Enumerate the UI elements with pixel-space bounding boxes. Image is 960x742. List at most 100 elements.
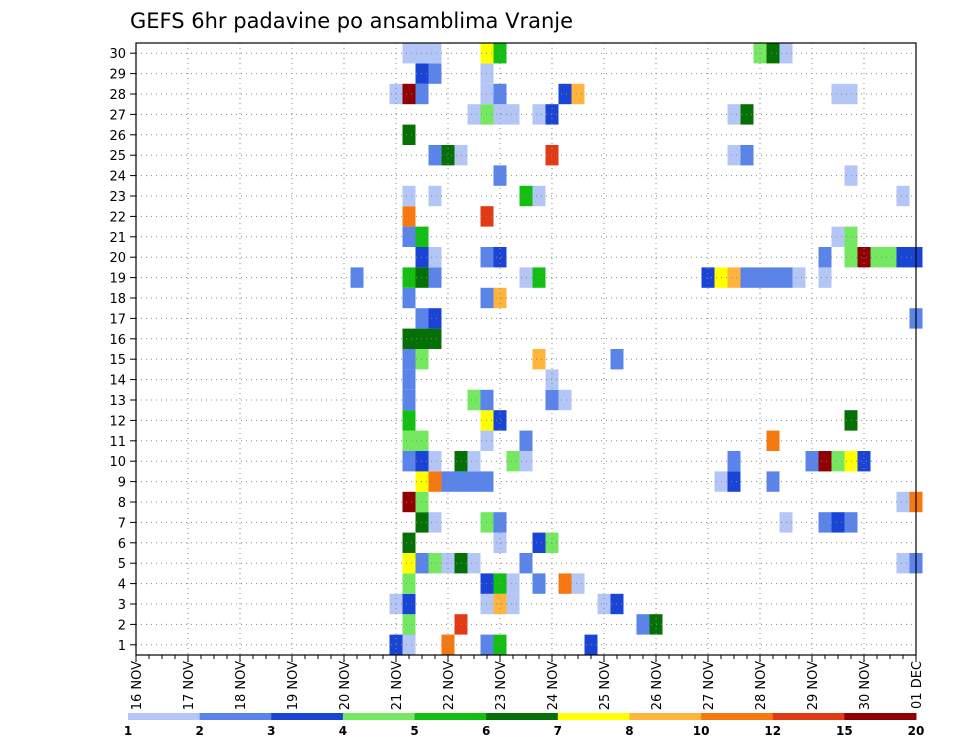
precip-cell bbox=[402, 389, 416, 411]
precip-cell bbox=[766, 471, 780, 492]
precip-cell bbox=[428, 185, 442, 207]
precip-cell bbox=[428, 63, 442, 84]
precip-cell bbox=[831, 451, 845, 472]
precip-cell bbox=[402, 593, 416, 615]
y-tick-label: 28 bbox=[109, 88, 126, 103]
precip-cell bbox=[766, 43, 780, 64]
precip-cell bbox=[428, 267, 442, 288]
precip-cell bbox=[532, 267, 546, 288]
precip-cell bbox=[532, 104, 546, 125]
colorbar-swatch bbox=[701, 713, 774, 720]
precip-cell bbox=[896, 553, 910, 574]
colorbar-label: 3 bbox=[267, 724, 275, 738]
y-tick-label: 29 bbox=[109, 68, 126, 83]
precip-cell bbox=[506, 104, 520, 125]
precip-cell bbox=[532, 185, 546, 207]
precip-cell bbox=[896, 491, 910, 513]
colorbar-swatch bbox=[557, 713, 630, 720]
precip-cell bbox=[402, 532, 416, 553]
colorbar-swatch bbox=[629, 713, 702, 720]
y-tick-label: 30 bbox=[109, 47, 126, 62]
precip-cell bbox=[506, 573, 520, 594]
colorbar-label: 12 bbox=[764, 724, 781, 738]
y-tick-label: 1 bbox=[118, 639, 126, 654]
y-axis: 1234567891011121314151617181920212223242… bbox=[109, 47, 136, 654]
precip-cell bbox=[831, 83, 845, 105]
precip-cell bbox=[727, 145, 741, 166]
precip-cell bbox=[467, 553, 481, 574]
colorbar-swatch bbox=[199, 713, 272, 720]
precip-cell bbox=[402, 185, 416, 207]
y-tick-label: 14 bbox=[109, 374, 126, 389]
y-tick-label: 12 bbox=[109, 414, 126, 429]
precip-cell bbox=[428, 471, 442, 492]
precip-cell bbox=[467, 471, 481, 492]
colorbar: 1 2 3 4 5 6 7 8 10 12 15 20 bbox=[124, 713, 925, 738]
precip-cell bbox=[727, 451, 741, 472]
colorbar-label: 5 bbox=[410, 724, 418, 738]
precip-cell bbox=[831, 512, 845, 533]
x-tick-label: 29 NOV bbox=[806, 661, 821, 710]
colorbar-swatch bbox=[128, 713, 201, 720]
x-tick-label: 23 NOV bbox=[494, 661, 509, 710]
x-tick-label: 25 NOV bbox=[598, 661, 613, 710]
y-tick-label: 3 bbox=[118, 598, 126, 613]
precip-cell bbox=[701, 267, 715, 288]
precip-cell bbox=[818, 267, 832, 288]
precip-cell bbox=[493, 165, 507, 186]
precip-cell bbox=[428, 308, 442, 329]
precip-cell bbox=[428, 451, 442, 472]
precip-cell bbox=[571, 573, 585, 594]
x-axis: 16 NOV 17 NOV 18 NOV 19 NOV 20 NOV 21 NOV 22 N… bbox=[130, 655, 925, 710]
precip-cell bbox=[558, 573, 572, 594]
precip-cell bbox=[883, 247, 897, 268]
y-tick-label: 15 bbox=[109, 353, 126, 368]
y-tick-label: 22 bbox=[109, 210, 126, 225]
x-tick-label: 28 NOV bbox=[754, 661, 769, 710]
colorbar-swatch bbox=[271, 713, 344, 720]
precip-cell bbox=[896, 247, 910, 268]
precip-cell bbox=[766, 267, 780, 288]
y-tick-label: 5 bbox=[118, 557, 126, 572]
x-tick-label: 27 NOV bbox=[702, 661, 717, 710]
y-tick-label: 4 bbox=[118, 578, 126, 593]
y-tick-label: 24 bbox=[109, 170, 126, 185]
colorbar-label: 4 bbox=[339, 724, 347, 738]
precip-cell bbox=[571, 83, 585, 105]
precip-cell bbox=[402, 553, 416, 574]
precip-cell bbox=[402, 267, 416, 288]
precip-cell bbox=[428, 43, 442, 64]
precip-cell bbox=[402, 369, 416, 390]
colorbar-swatch bbox=[844, 713, 917, 720]
x-tick-label: 26 NOV bbox=[650, 661, 665, 710]
colorbar-label: 20 bbox=[908, 724, 925, 738]
precip-cell bbox=[428, 512, 442, 533]
x-tick-label: 21 NOV bbox=[390, 661, 405, 710]
precip-cell bbox=[402, 83, 416, 105]
precip-cell bbox=[493, 634, 507, 655]
precip-cell bbox=[402, 349, 416, 370]
colorbar-label: 6 bbox=[482, 724, 490, 738]
x-tick-label: 17 NOV bbox=[182, 661, 197, 710]
precip-cell bbox=[818, 451, 832, 472]
precip-cell bbox=[402, 451, 416, 472]
precip-cell bbox=[727, 267, 741, 288]
precip-cell bbox=[428, 145, 442, 166]
precip-cell bbox=[727, 104, 741, 125]
precip-cell bbox=[493, 104, 507, 125]
precip-cell bbox=[441, 634, 455, 655]
precip-cell bbox=[402, 491, 416, 513]
y-tick-label: 21 bbox=[109, 231, 126, 246]
precip-cell bbox=[493, 512, 507, 533]
precip-cell bbox=[818, 247, 832, 268]
precip-cell bbox=[558, 389, 572, 411]
colorbar-label: 1 bbox=[124, 724, 132, 738]
precip-cell bbox=[727, 471, 741, 492]
colorbar-swatch bbox=[486, 713, 559, 720]
precip-cell bbox=[402, 287, 416, 309]
precip-cell bbox=[428, 247, 442, 268]
y-tick-label: 2 bbox=[118, 618, 126, 633]
grid-lines bbox=[136, 43, 916, 655]
x-tick-label: 01 DEC bbox=[910, 661, 925, 709]
